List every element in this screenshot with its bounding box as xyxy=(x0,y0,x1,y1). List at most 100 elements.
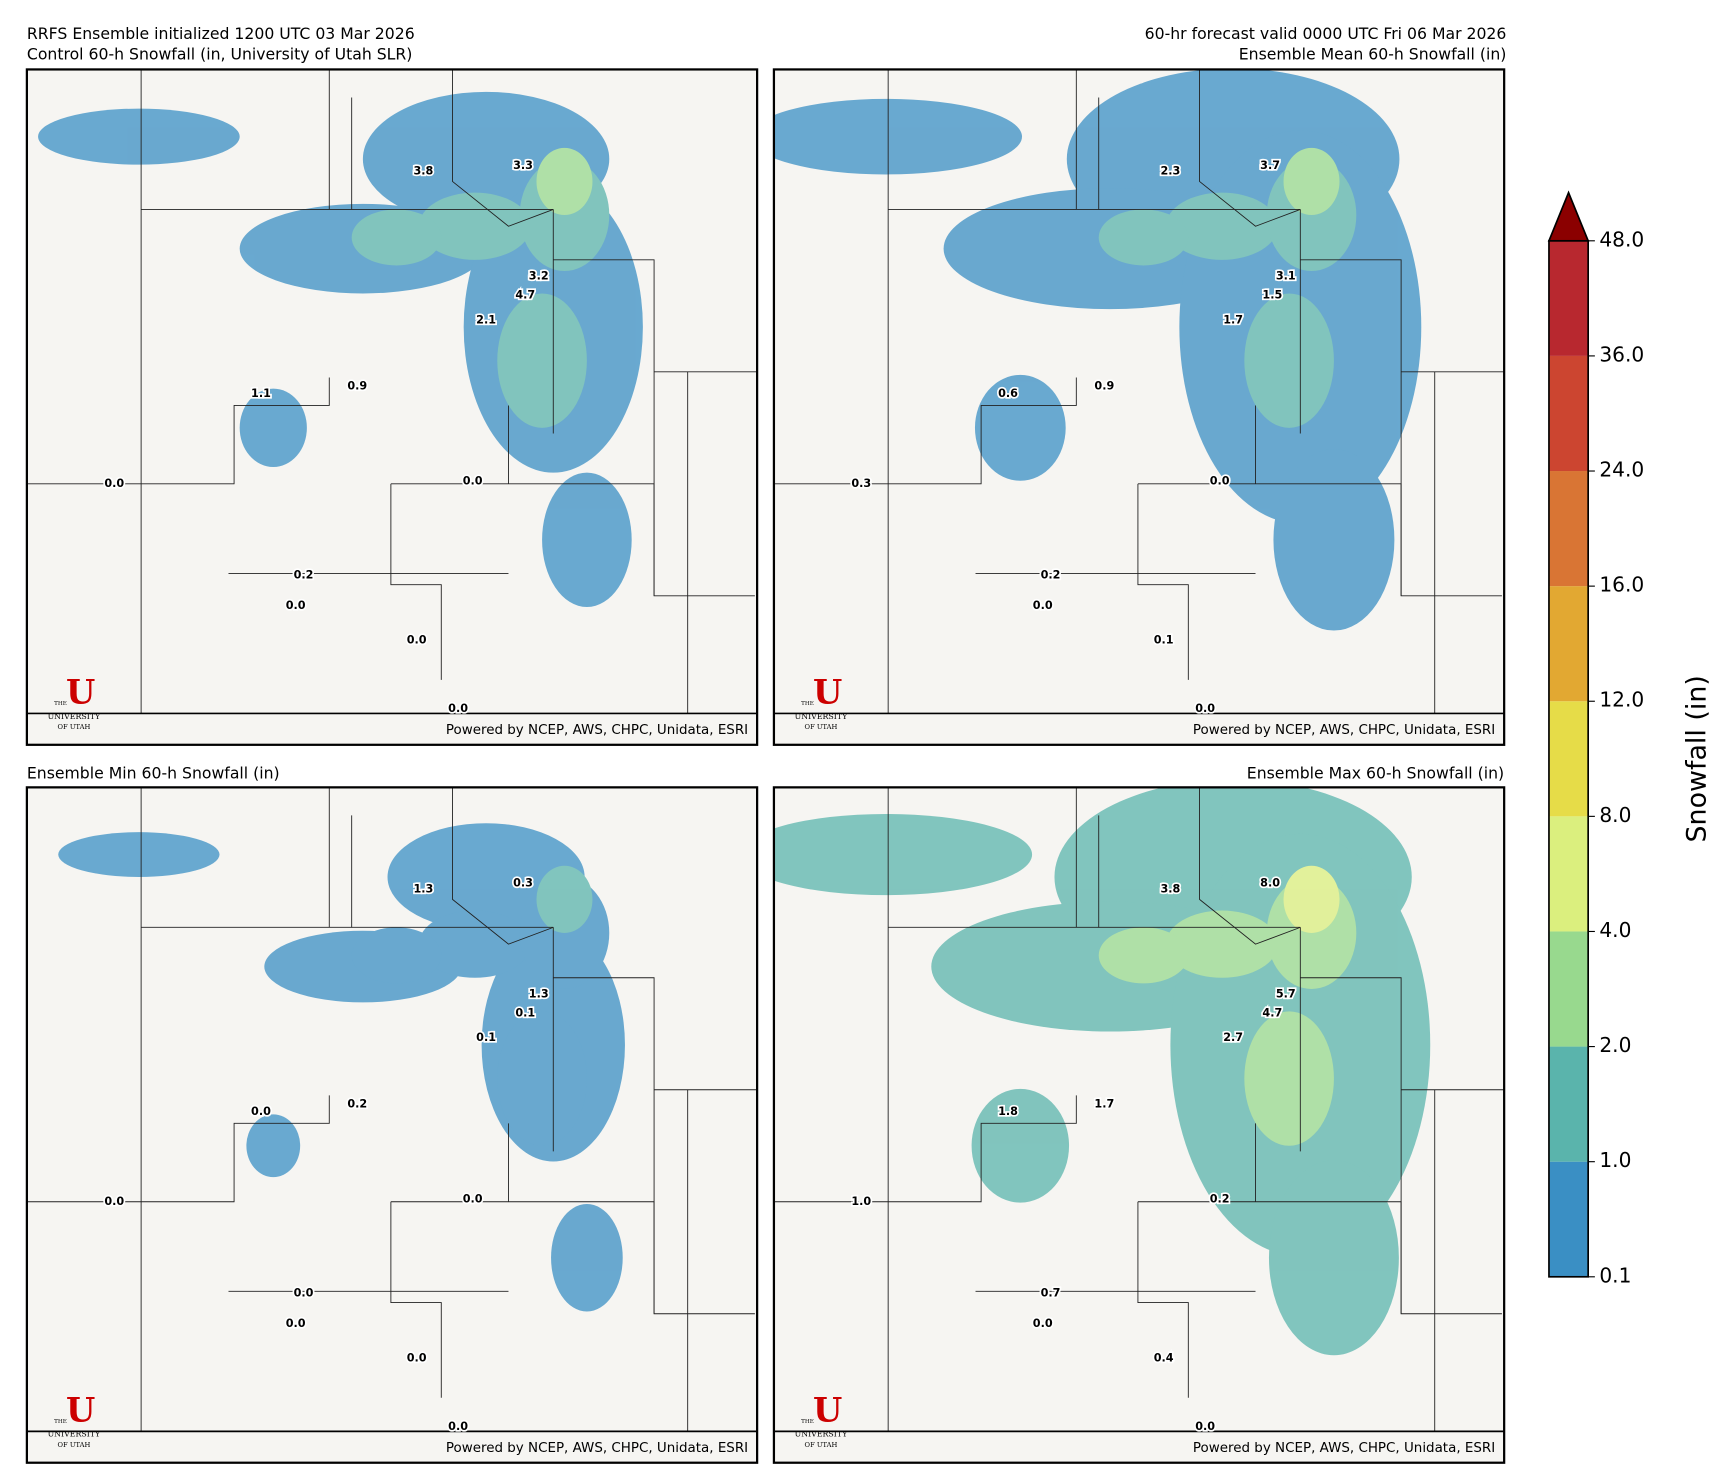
logo-text: UNIVERSITY xyxy=(795,1430,848,1439)
panel-title: Ensemble Max 60-h Snowfall (in) xyxy=(1247,763,1504,782)
panel-frame xyxy=(25,786,759,1464)
point-label: 0.0 xyxy=(104,477,124,490)
point-label: 5.7 xyxy=(1276,988,1296,1001)
point-label: 0.1 xyxy=(1154,634,1174,647)
colorbar-tick-label: 12.0 xyxy=(1599,688,1644,712)
point-label: 0.9 xyxy=(1094,379,1114,392)
point-label: 0.0 xyxy=(251,1105,271,1118)
point-label: 1.8 xyxy=(998,1105,1018,1118)
point-label: 0.4 xyxy=(1154,1352,1174,1365)
snow-area xyxy=(1244,1011,1334,1146)
state-border xyxy=(452,787,554,945)
colorbar-frame xyxy=(1548,239,1590,1278)
state-border xyxy=(452,69,554,227)
snow-area xyxy=(536,865,593,933)
panel-frame xyxy=(772,68,1506,746)
snow-area xyxy=(1098,927,1189,984)
snow-area xyxy=(536,147,593,216)
point-label: 2.7 xyxy=(1223,1031,1243,1044)
point-label: 0.0 xyxy=(286,1317,306,1330)
colorbar-tick-label: 4.0 xyxy=(1599,918,1631,942)
panel-frame xyxy=(25,68,759,746)
point-label: 0.6 xyxy=(998,387,1018,400)
point-label: 0.0 xyxy=(463,475,483,488)
colorbar-tick-label: 36.0 xyxy=(1599,342,1644,366)
point-label: 0.0 xyxy=(286,599,306,612)
point-label: 1.0 xyxy=(851,1195,871,1208)
point-label: 0.7 xyxy=(1041,1287,1061,1300)
snow-area xyxy=(58,832,220,877)
point-label: 0.0 xyxy=(407,1352,427,1365)
state-border xyxy=(1199,787,1301,945)
colorbar-tick-label: 16.0 xyxy=(1599,573,1644,597)
colorbar-tick-label: 0.1 xyxy=(1599,1263,1631,1287)
header-left: Control 60-h Snowfall (in, University of… xyxy=(27,44,413,63)
state-border xyxy=(1137,483,1189,680)
colorbar-tick-label: 2.0 xyxy=(1599,1033,1631,1057)
snow-area xyxy=(1283,865,1340,933)
credit: Powered by NCEP, AWS, CHPC, Unidata, ESR… xyxy=(1193,723,1495,738)
point-label: 0.2 xyxy=(347,1097,367,1110)
snow-area xyxy=(351,209,442,266)
point-label: 0.1 xyxy=(515,1007,535,1020)
snow-area xyxy=(1098,209,1189,266)
state-border xyxy=(26,377,330,485)
point-label: 2.3 xyxy=(1160,164,1180,177)
point-label: 1.7 xyxy=(1223,313,1243,326)
point-label: 0.3 xyxy=(851,477,871,490)
point-label: 0.0 xyxy=(104,1195,124,1208)
point-label: 1.3 xyxy=(413,882,433,895)
point-label: 0.2 xyxy=(1210,1193,1230,1206)
state-border xyxy=(1300,977,1402,1314)
logo-text: UNIVERSITY xyxy=(795,712,848,721)
snow-area xyxy=(971,1088,1070,1203)
colorbar-segment xyxy=(1548,355,1589,472)
map-panel: Powered by NCEP, AWS, CHPC, Unidata, ESR… xyxy=(25,763,759,1464)
snow-area xyxy=(239,388,307,468)
snow-area xyxy=(497,1011,587,1146)
logo-text: UNIVERSITY xyxy=(48,1430,101,1439)
logo-text: OF UTAH xyxy=(805,1441,838,1449)
colorbar-label: Snowfall (in) xyxy=(1681,675,1712,842)
point-label: 0.0 xyxy=(1195,1420,1215,1433)
logo-text: THE xyxy=(801,1419,814,1425)
logo-text: UNIVERSITY xyxy=(48,712,101,721)
point-label: 1.7 xyxy=(1094,1097,1114,1110)
state-border xyxy=(773,1095,1077,1203)
panel-title: Ensemble Min 60-h Snowfall (in) xyxy=(27,763,280,782)
map-panel: Powered by NCEP, AWS, CHPC, Unidata, ESR… xyxy=(25,68,759,746)
state-border xyxy=(553,259,655,596)
snow-area xyxy=(1283,147,1340,216)
state-border xyxy=(390,483,442,680)
point-label: 0.0 xyxy=(1033,1317,1053,1330)
point-label: 3.3 xyxy=(513,159,533,172)
point-label: 0.2 xyxy=(294,569,314,582)
point-label: 0.9 xyxy=(347,379,367,392)
point-label: 0.0 xyxy=(448,1420,468,1433)
state-border xyxy=(1137,1201,1189,1398)
credit: Powered by NCEP, AWS, CHPC, Unidata, ESR… xyxy=(1193,1441,1495,1456)
state-border xyxy=(553,977,655,1314)
colorbar-tick-label: 8.0 xyxy=(1599,803,1631,827)
state-border xyxy=(390,1201,442,1398)
state-border xyxy=(26,1095,330,1203)
colorbar-segment xyxy=(1548,471,1589,587)
point-label: 3.7 xyxy=(1260,159,1280,172)
point-label: 0.0 xyxy=(407,634,427,647)
state-border xyxy=(1300,259,1402,596)
point-label: 0.0 xyxy=(463,1193,483,1206)
logo-mark: U xyxy=(66,671,95,711)
map-panel: Powered by NCEP, AWS, CHPC, Unidata, ESR… xyxy=(772,763,1506,1464)
point-label: 2.1 xyxy=(476,313,496,326)
point-label: 0.0 xyxy=(294,1287,314,1300)
point-label: 8.0 xyxy=(1260,877,1280,890)
logo-text: OF UTAH xyxy=(58,723,91,731)
point-label: 3.2 xyxy=(529,270,549,283)
logo-text: THE xyxy=(54,701,67,707)
colorbar-segment xyxy=(1548,931,1589,1047)
snow-area xyxy=(773,813,1033,896)
colorbar-segment xyxy=(1548,1161,1589,1277)
colorbar-segment xyxy=(1548,701,1589,817)
colorbar-tick-label: 1.0 xyxy=(1599,1148,1631,1172)
